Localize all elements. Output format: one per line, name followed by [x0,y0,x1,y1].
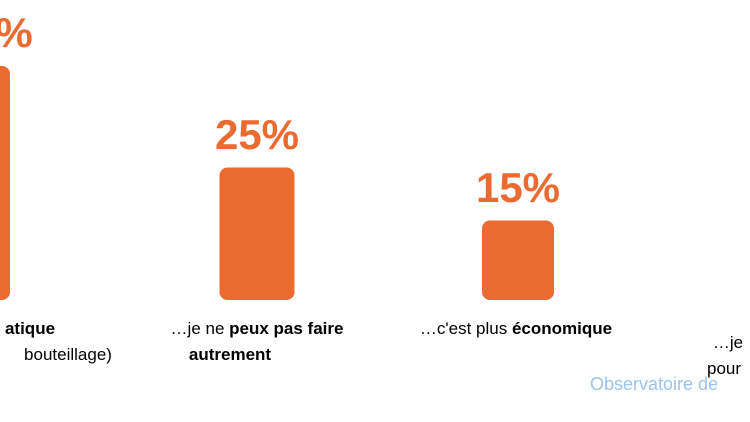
category-label-line-2: bouteillage) [24,345,112,364]
bar-1 [0,66,10,300]
category-label-line-4: autrement [188,345,272,364]
category-label-line-3: …je ne peux pas faire [170,319,344,338]
category-label-line-1: atique [4,319,56,338]
bar-2 [219,167,295,300]
value-label-3: 15% [475,163,561,211]
value-label-1: % [0,12,33,54]
bar-3 [482,220,554,300]
source-caption: Observatoire de [590,374,719,394]
category-label-line-7: pour [706,359,742,378]
value-label-2: 25% [214,110,300,158]
category-label-line-6: …je [712,333,744,352]
category-label-line-5: …c'est plus économique [419,319,613,338]
